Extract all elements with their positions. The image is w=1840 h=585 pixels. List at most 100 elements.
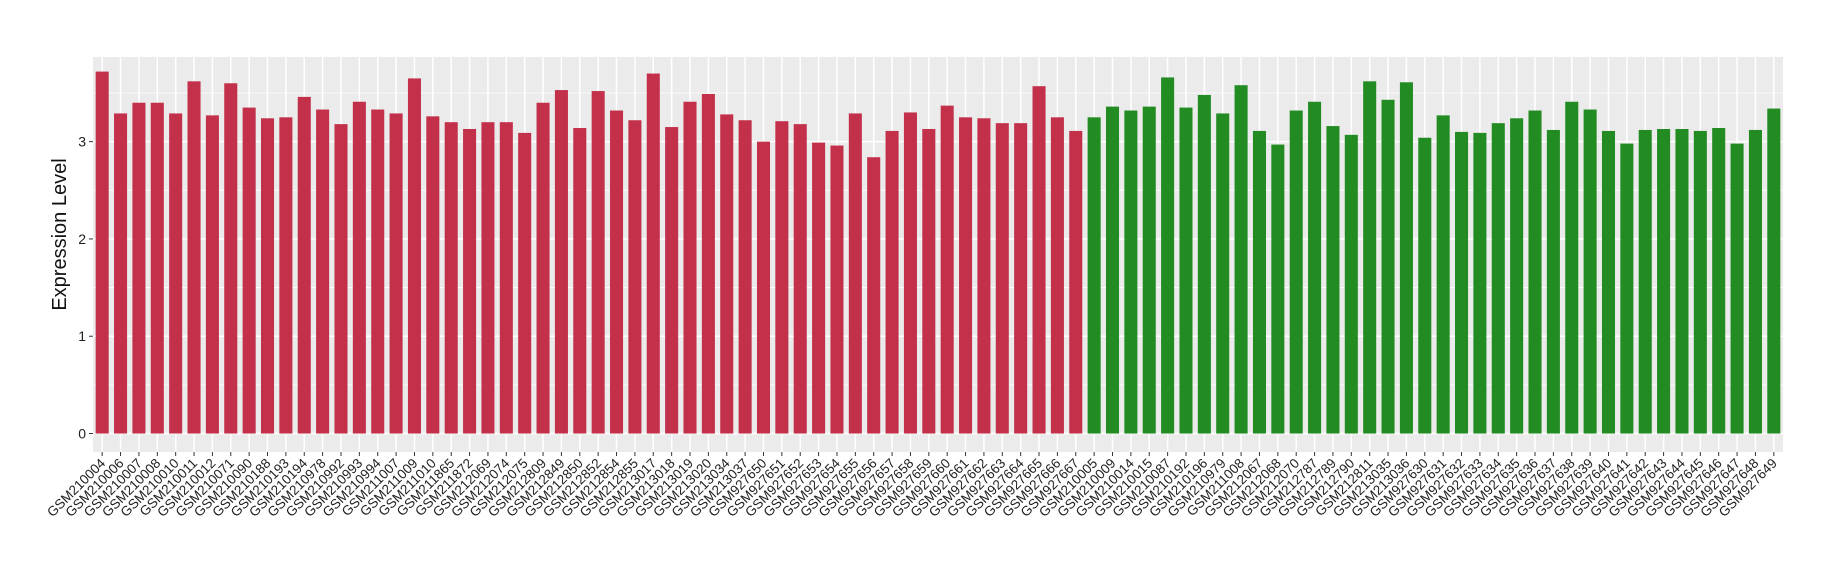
bar-GSM212070 [1289, 110, 1303, 434]
bar-GSM927635 [1510, 118, 1524, 434]
bar-GSM210008 [150, 102, 164, 434]
bar-GSM213017 [646, 73, 660, 434]
bar-GSM212809 [536, 102, 550, 434]
bar-GSM927633 [1473, 132, 1487, 434]
bar-GSM210993 [352, 101, 366, 434]
bar-GSM212849 [554, 90, 568, 434]
bar-GSM212855 [628, 120, 642, 434]
bar-GSM210994 [371, 109, 385, 434]
bar-GSM210194 [297, 96, 311, 434]
bar-GSM213036 [1399, 82, 1413, 434]
bar-GSM927644 [1675, 128, 1689, 434]
bar-GSM210192 [1179, 107, 1193, 434]
bar-GSM210009 [1105, 106, 1120, 434]
bar-GSM210007 [132, 102, 146, 434]
bar-GSM210012 [205, 115, 219, 434]
bar-GSM212068 [1271, 144, 1285, 434]
bar-GSM210005 [1087, 117, 1101, 434]
bar-GSM927641 [1620, 143, 1634, 434]
bar-GSM927637 [1546, 129, 1560, 434]
bar-GSM210071 [224, 83, 238, 434]
bar-GSM212074 [499, 122, 513, 434]
bar-GSM927643 [1657, 128, 1671, 434]
bar-GSM927649 [1767, 108, 1781, 434]
bar-GSM213035 [1381, 99, 1395, 434]
bar-GSM927647 [1730, 143, 1744, 434]
bar-GSM210004 [95, 71, 109, 434]
bar-GSM210087 [1161, 77, 1175, 434]
bar-GSM210010 [169, 113, 183, 434]
bar-GSM927631 [1436, 115, 1450, 434]
bar-GSM212811 [1363, 81, 1377, 434]
bar-GSM212787 [1308, 101, 1322, 434]
bar-GSM210979 [1216, 113, 1230, 434]
y-tick-label: 1 [78, 328, 86, 344]
bar-GSM927666 [1050, 117, 1064, 434]
bar-GSM927648 [1748, 129, 1762, 434]
bar-GSM210193 [279, 117, 293, 434]
bar-GSM210992 [334, 124, 348, 434]
bar-GSM212789 [1326, 126, 1340, 434]
y-tick-label: 3 [78, 134, 86, 150]
bars [95, 71, 1781, 434]
y-tick-label: 0 [78, 426, 86, 442]
bar-GSM212850 [573, 128, 587, 434]
bar-GSM927656 [867, 157, 881, 434]
bar-GSM927640 [1601, 130, 1616, 434]
x-axis: GSM210004GSM210006GSM210007GSM210008GSM2… [44, 452, 1780, 520]
bar-GSM210090 [242, 107, 256, 434]
bar-GSM213034 [720, 114, 734, 434]
bar-GSM211872 [463, 128, 477, 434]
bar-GSM212067 [1252, 130, 1266, 434]
bar-GSM927645 [1693, 130, 1707, 434]
bar-GSM927660 [940, 105, 954, 434]
bar-GSM210188 [260, 118, 275, 434]
bar-GSM212069 [481, 122, 495, 434]
bar-GSM927638 [1565, 101, 1579, 434]
bar-GSM927632 [1455, 131, 1469, 434]
bar-GSM927652 [793, 124, 807, 434]
bar-GSM211007 [389, 113, 403, 434]
y-tick-label: 2 [78, 231, 86, 247]
bar-GSM210011 [187, 81, 201, 434]
bar-GSM927650 [756, 141, 771, 434]
bar-GSM210006 [114, 113, 128, 434]
bar-GSM211865 [444, 122, 458, 434]
y-axis-label: Expression Level [49, 158, 71, 310]
bar-GSM927636 [1528, 110, 1542, 434]
bar-GSM927661 [959, 117, 973, 434]
bar-GSM927651 [775, 121, 789, 434]
bar-GSM212075 [518, 132, 532, 434]
bar-GSM927653 [812, 142, 826, 434]
bar-GSM927642 [1638, 129, 1652, 434]
bar-GSM927658 [903, 112, 917, 434]
bar-GSM210196 [1197, 94, 1211, 434]
bar-GSM210014 [1124, 110, 1138, 434]
bar-GSM927630 [1418, 137, 1432, 434]
bar-GSM212790 [1344, 134, 1358, 434]
bar-GSM213018 [665, 127, 679, 434]
bar-GSM211010 [426, 116, 440, 434]
y-axis: 0 1 2 3 [78, 134, 93, 442]
bar-GSM927663 [995, 123, 1009, 434]
bar-GSM210978 [316, 109, 330, 434]
bar-GSM927655 [848, 113, 862, 434]
bar-GSM210015 [1142, 106, 1156, 434]
bar-GSM212854 [610, 110, 624, 434]
bar-GSM211008 [1234, 85, 1248, 434]
bar-GSM213020 [701, 93, 715, 434]
bar-GSM213037 [738, 120, 752, 434]
bar-GSM927667 [1069, 130, 1083, 434]
bar-GSM927662 [977, 118, 991, 434]
bar-GSM211009 [407, 78, 421, 434]
bar-GSM927654 [830, 145, 844, 434]
bar-GSM212852 [591, 91, 605, 434]
bar-GSM927659 [922, 128, 936, 434]
bar-GSM927657 [885, 130, 899, 434]
bar-GSM927646 [1712, 128, 1726, 434]
bar-GSM927634 [1491, 123, 1505, 434]
bar-GSM927664 [1014, 123, 1028, 434]
bar-GSM213019 [683, 101, 697, 434]
bar-GSM927639 [1583, 109, 1597, 434]
